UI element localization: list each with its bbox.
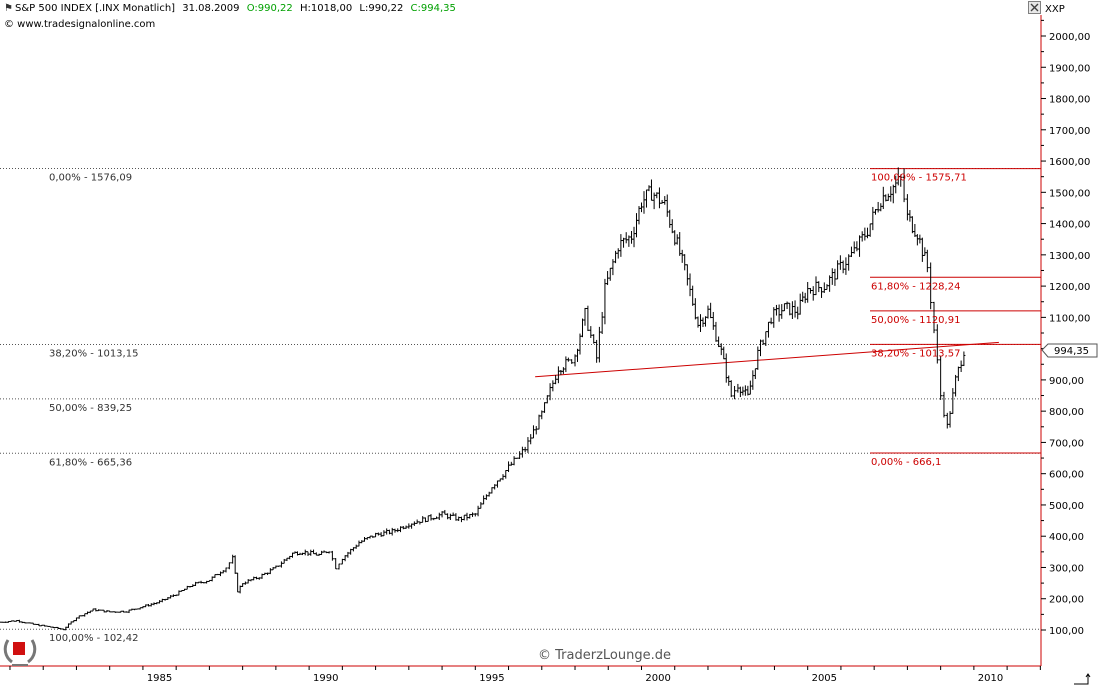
y-tick-label: 300,00	[1049, 563, 1084, 574]
right-fib-label: 61,80% - 1228,24	[871, 281, 960, 292]
header-low: L:990,22	[359, 3, 403, 14]
right-fib-levels	[870, 168, 1041, 454]
axes: 100,00 200,00 300,00 400,00 500,00 600,00 700,…	[0, 15, 1090, 684]
y-tick-label: 400,00	[1049, 532, 1084, 543]
header-open: O:990,22	[247, 3, 293, 14]
x-tick-label: 1990	[313, 673, 338, 684]
price-tag-value: 994,35	[1054, 346, 1089, 357]
header-high: H:1018,00	[300, 3, 352, 14]
right-fib-label: 38,20% - 1013,57	[871, 348, 960, 359]
left-fib-label: 38,20% - 1013,15	[49, 349, 138, 360]
y-tick-label: 800,00	[1049, 407, 1084, 418]
y-tick-label: 600,00	[1049, 470, 1084, 481]
y-tick-label: 2000,00	[1049, 32, 1090, 43]
header-date: 31.08.2009	[182, 3, 239, 14]
x-tick-label: 2010	[978, 673, 1003, 684]
trendline	[535, 341, 999, 378]
y-tick-label: 1600,00	[1049, 157, 1090, 168]
resize-corner-icon[interactable]	[1074, 673, 1091, 685]
y-tick-label: 500,00	[1049, 501, 1084, 512]
header-close: C:994,35	[411, 3, 456, 14]
y-tick-label: 100,00	[1049, 626, 1084, 637]
y-tick-label: 1300,00	[1049, 251, 1090, 262]
left-fib-label: 50,00% - 839,25	[49, 403, 132, 414]
header-flag-icon: ⚑	[4, 3, 13, 14]
header-instrument: S&P 500 INDEX [.INX Monatlich]	[15, 3, 175, 14]
price-tag: 994,35	[1041, 343, 1098, 358]
x-tick-label: 1995	[479, 673, 504, 684]
price-series	[0, 167, 966, 631]
y-tick-label: 700,00	[1049, 438, 1084, 449]
left-fib-label: 100,00% - 102,42	[49, 633, 138, 644]
y-tick-label: 900,00	[1049, 376, 1084, 387]
fib-labels: 0,00% - 1576,09 38,20% - 1013,15 50,00% - …	[49, 173, 967, 645]
y-tick-label: 200,00	[1049, 595, 1084, 606]
red-trendline	[535, 341, 999, 378]
x-tick-label: 1985	[147, 673, 172, 684]
right-fib-label: 100,00% - 1575,71	[871, 173, 967, 184]
y-tick-label: 1200,00	[1049, 282, 1090, 293]
axis-title: XXP	[1045, 4, 1065, 15]
y-tick-label: 1500,00	[1049, 188, 1090, 199]
header-line: S&P 500 INDEX [.INX Monatlich] 31.08.200…	[15, 3, 456, 14]
watermark: © TraderzLounge.de	[538, 648, 671, 663]
laurel-wreath-logo-icon	[3, 639, 37, 666]
y-tick-label: 1400,00	[1049, 220, 1090, 231]
y-tick-label: 1800,00	[1049, 95, 1090, 106]
fib-level-lines	[0, 168, 1041, 630]
y-tick-label: 1700,00	[1049, 126, 1090, 137]
x-tick-label: 2005	[812, 673, 837, 684]
x-tick-label: 2000	[645, 673, 670, 684]
close-x-icon	[1030, 3, 1039, 12]
y-tick-label: 1900,00	[1049, 63, 1090, 74]
close-button[interactable]	[1028, 1, 1041, 14]
header-copyright: © www.tradesignalonline.com	[4, 19, 155, 30]
right-fib-label: 0,00% - 666,1	[871, 457, 941, 468]
left-fib-label: 61,80% - 665,36	[49, 457, 132, 468]
right-fib-label: 50,00% - 1120,91	[871, 315, 960, 326]
left-fib-label: 0,00% - 1576,09	[49, 173, 132, 184]
y-tick-label: 1100,00	[1049, 313, 1090, 324]
